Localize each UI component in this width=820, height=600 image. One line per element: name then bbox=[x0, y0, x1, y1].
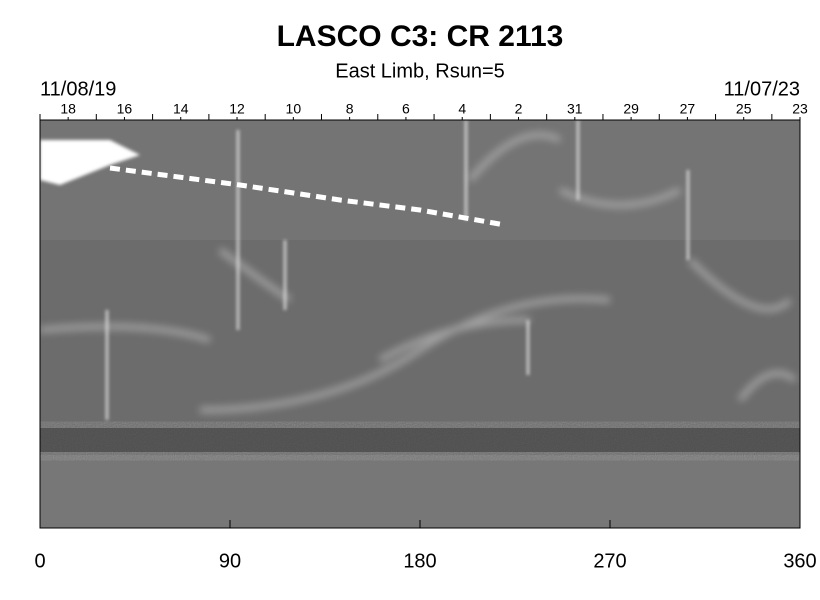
x2-tick-label: 25 bbox=[736, 101, 752, 117]
x-tick-label: 0 bbox=[34, 550, 45, 572]
x2-tick-label: 23 bbox=[792, 101, 808, 117]
start-date: 11/08/19 bbox=[40, 78, 116, 100]
x-tick-label: 270 bbox=[593, 550, 626, 572]
x2-tick-label: 4 bbox=[458, 101, 466, 117]
chart-title: LASCO C3: CR 2113 bbox=[277, 20, 564, 53]
x-tick-label: 360 bbox=[783, 550, 816, 572]
x2-tick-label: 14 bbox=[173, 101, 189, 117]
x2-tick-label: 29 bbox=[623, 101, 639, 117]
x2-tick-label: 8 bbox=[346, 101, 354, 117]
end-date: 11/07/23 bbox=[724, 78, 800, 100]
x2-tick-label: 27 bbox=[680, 101, 696, 117]
x2-tick-label: 18 bbox=[60, 101, 76, 117]
x2-tick-label: 2 bbox=[515, 101, 523, 117]
x2-tick-label: 16 bbox=[117, 101, 133, 117]
x2-tick-label: 12 bbox=[229, 101, 245, 117]
chart-subtitle: East Limb, Rsun=5 bbox=[335, 60, 505, 82]
x2-tick-label: 6 bbox=[402, 101, 410, 117]
x2-tick-label: 10 bbox=[286, 101, 302, 117]
map-image bbox=[40, 120, 800, 528]
x2-tick-label: 31 bbox=[567, 101, 583, 117]
x-tick-label: 90 bbox=[219, 550, 241, 572]
x-tick-label: 180 bbox=[403, 550, 436, 572]
